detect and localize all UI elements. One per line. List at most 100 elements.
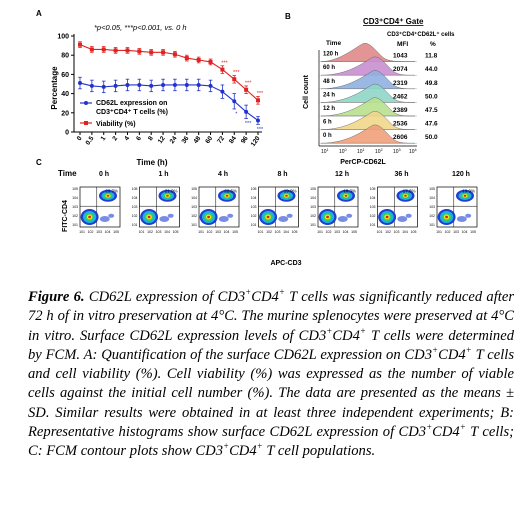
- data-point: [184, 56, 189, 61]
- x-axis-label: Time (h): [137, 158, 168, 167]
- y-tick-label: 104: [310, 196, 316, 200]
- row-time: 0 h: [323, 133, 332, 139]
- x-tick-label: 103: [394, 230, 400, 234]
- minor-cluster: [99, 216, 110, 222]
- x-tick-label: 101: [79, 230, 85, 234]
- figure-number: Figure 6.: [28, 289, 85, 305]
- y-tick-label: 105: [72, 187, 78, 191]
- tick-label: 100: [339, 148, 347, 155]
- minor-cluster: [337, 216, 348, 222]
- x-tick-label: 103: [215, 230, 221, 234]
- plot-percentage: 19.0%: [284, 189, 297, 194]
- y-tick-label: 0: [65, 130, 69, 137]
- tick-label: 101: [357, 148, 365, 155]
- x-tick-label: 104: [283, 230, 289, 234]
- x-tick-label: 24: [169, 135, 179, 145]
- minor-cluster: [227, 213, 234, 218]
- histogram-rows: 120 h 1043 11.8 60 h 2074 44.0 48 h 2319 49.8 24 …: [319, 43, 438, 144]
- minor-cluster: [286, 213, 293, 218]
- plot-time: 120 h: [452, 171, 470, 178]
- y-tick-label: 102: [370, 214, 376, 218]
- plot-percentage: 21.0%: [165, 189, 178, 194]
- histogram-curve: [320, 124, 416, 144]
- figure-caption: Figure 6. CD62L expression of CD3+CD4+ T…: [28, 287, 515, 460]
- row-mfi: 2462: [393, 93, 408, 100]
- minor-cluster: [465, 213, 472, 218]
- y-tick-label: 103: [310, 205, 316, 209]
- legend-cd62l-label-1: CD62L expression on: [96, 100, 167, 107]
- y-tick-label: 104: [132, 196, 138, 200]
- gate-title: CD3⁺CD4⁺ Gate: [363, 17, 424, 26]
- y-tick-label: 80: [61, 53, 69, 60]
- plot-percentage: 23.7%: [105, 189, 118, 194]
- data-point: [232, 99, 237, 104]
- data-point: [161, 50, 166, 55]
- x-tick-label: 12: [157, 135, 167, 145]
- minor-cluster: [108, 213, 115, 218]
- plot-time: 4 h: [218, 171, 228, 178]
- data-point: [244, 109, 249, 114]
- y-tick-label: 105: [251, 187, 257, 191]
- y-tick-label: 105: [132, 187, 138, 191]
- minor-cluster: [278, 216, 289, 222]
- significance-mark: ***: [233, 70, 240, 76]
- fitc-cd4-label: FITC-CD4: [62, 200, 69, 232]
- x-tick-label: 101: [317, 230, 323, 234]
- y-tick-label: 105: [310, 187, 316, 191]
- row-time: 24 h: [323, 92, 335, 98]
- data-point: [256, 118, 260, 123]
- percp-label: PerCP-CD62L: [340, 159, 386, 166]
- x-tick-label: 60: [204, 135, 214, 145]
- significance-mark: ***: [257, 91, 264, 97]
- cd4-positive-cluster: [404, 194, 407, 197]
- y-tick-label: 101: [310, 223, 316, 227]
- y-tick-label: 102: [429, 214, 435, 218]
- legend-viability-marker: [84, 121, 88, 125]
- x-tick-label: 103: [334, 230, 340, 234]
- x-tick-label: 103: [275, 230, 281, 234]
- x-tick-label: 104: [402, 230, 408, 234]
- significance-note: *p<0.05, ***p<0.001, vs. 0 h: [94, 23, 187, 32]
- x-tick-label: 105: [470, 230, 476, 234]
- x-tick-label: 2: [111, 135, 119, 142]
- plot-percentage: 18.3%: [343, 189, 356, 194]
- x-tick-label: 101: [139, 230, 145, 234]
- double-negative-cluster: [385, 215, 389, 219]
- double-negative-cluster: [445, 215, 448, 219]
- y-tick-label: 104: [429, 196, 435, 200]
- y-tick-label: 103: [251, 205, 257, 209]
- y-tick-label: 20: [61, 110, 69, 117]
- data-point: [244, 87, 249, 92]
- data-point: [196, 58, 201, 62]
- row-mfi: 2389: [393, 107, 408, 114]
- x-tick-label: 102: [385, 230, 391, 234]
- x-tick-label: 105: [173, 230, 179, 234]
- x-tick-label: 101: [198, 230, 204, 234]
- x-tick-label: 102: [326, 230, 332, 234]
- minor-cluster: [346, 213, 353, 218]
- panel-a: A *p<0.05, ***p<0.001, vs. 0 h Percentag…: [0, 0, 275, 170]
- y-tick-label: 104: [191, 196, 197, 200]
- row-pct: 50.0: [425, 134, 438, 141]
- x-tick-label: 102: [147, 230, 153, 234]
- y-tick-label: 101: [429, 223, 435, 227]
- x-tick-label: 101: [377, 230, 383, 234]
- series-line-0: [79, 82, 259, 121]
- double-negative-cluster: [266, 215, 270, 219]
- x-tick-label: 105: [411, 230, 417, 234]
- y-tick-label: 100: [57, 34, 69, 41]
- histogram-curve: [320, 97, 416, 117]
- panel-b-label: B: [285, 12, 291, 21]
- x-tick-label: 104: [343, 230, 349, 234]
- contour-plots: 0 h23.7%1011011021021031031041041051051 …: [72, 171, 478, 234]
- chart-legend: CD62L expression on CD3⁺CD4⁺ T cells (%)…: [80, 100, 168, 128]
- x-tick-label: 104: [224, 230, 230, 234]
- row-time: 60 h: [323, 65, 335, 71]
- y-tick-label: 105: [370, 187, 376, 191]
- x-tick-label: 101: [258, 230, 264, 234]
- y-tick-label: 103: [191, 205, 197, 209]
- x-tick-label: 103: [156, 230, 162, 234]
- double-negative-cluster: [88, 215, 91, 219]
- double-negative-cluster: [326, 215, 329, 219]
